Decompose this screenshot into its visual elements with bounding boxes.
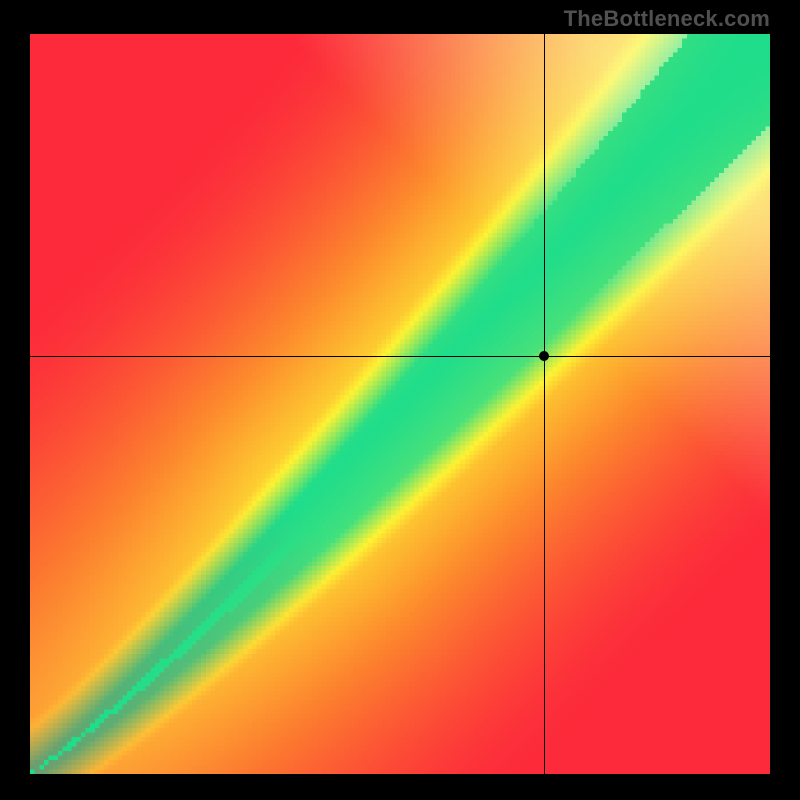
crosshair-vertical	[544, 34, 545, 774]
heatmap-plot	[30, 34, 770, 774]
heatmap-canvas	[30, 34, 770, 774]
data-point-marker	[539, 351, 549, 361]
watermark-text: TheBottleneck.com	[564, 6, 770, 32]
crosshair-horizontal	[30, 356, 770, 357]
